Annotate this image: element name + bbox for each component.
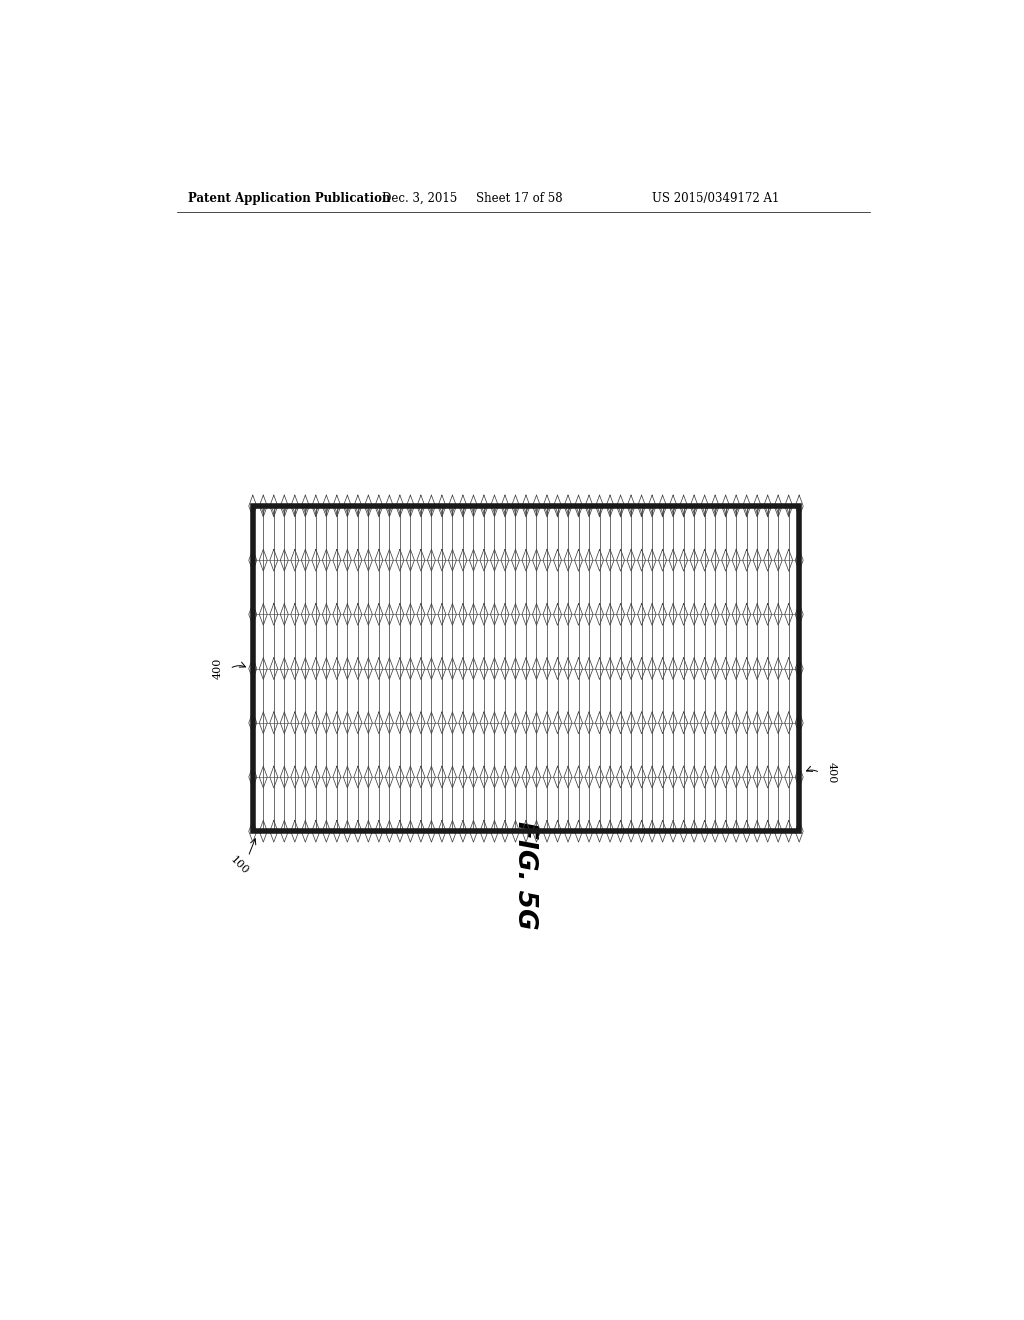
Bar xyxy=(253,506,799,832)
Text: Sheet 17 of 58: Sheet 17 of 58 xyxy=(476,191,563,205)
Text: 400: 400 xyxy=(213,657,223,680)
Text: Patent Application Publication: Patent Application Publication xyxy=(188,191,391,205)
Text: 100: 100 xyxy=(227,855,250,876)
Text: FIG. 5G: FIG. 5G xyxy=(512,821,538,929)
Bar xyxy=(253,506,799,832)
Text: 400: 400 xyxy=(826,762,837,783)
Text: US 2015/0349172 A1: US 2015/0349172 A1 xyxy=(652,191,779,205)
Text: Dec. 3, 2015: Dec. 3, 2015 xyxy=(382,191,457,205)
